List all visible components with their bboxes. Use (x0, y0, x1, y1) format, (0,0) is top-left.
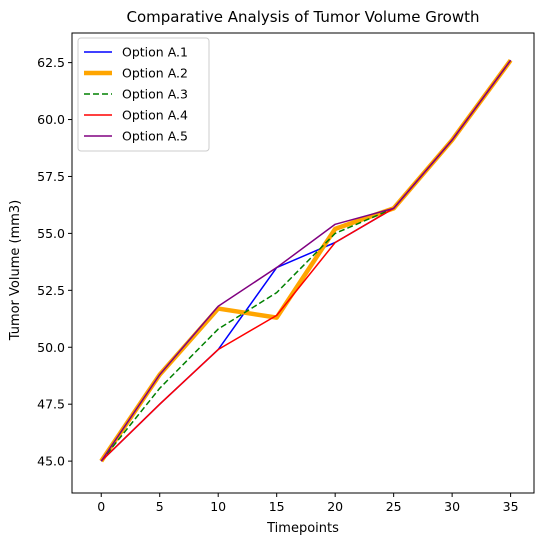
legend: Option A.1 Option A.2 Option A.3 Option A.4… (77, 37, 210, 152)
plot-area (99, 58, 513, 463)
legend-label: Option A.4 (122, 108, 188, 123)
series-line-5 (100, 59, 512, 462)
y-tick-label: 57.5 (37, 169, 65, 184)
y-tick-label: 47.5 (37, 397, 65, 412)
legend-box (77, 37, 210, 152)
axes: 0 5 10 15 20 25 30 35 45.0 47.5 50.0 52.5 55.0 57.5 60… (37, 32, 535, 514)
y-tick-label: 50.0 (37, 340, 65, 355)
y-tick-label: 62.5 (37, 55, 65, 70)
x-tick-label: 25 (386, 499, 402, 514)
x-tick-label: 35 (503, 499, 519, 514)
y-tick-label: 55.0 (37, 226, 65, 241)
chart-title: Comparative Analysis of Tumor Volume Gro… (126, 8, 479, 26)
x-tick-label: 30 (444, 499, 460, 514)
x-tick-label: 10 (210, 499, 226, 514)
y-tick-label: 60.0 (37, 112, 65, 127)
x-tick-label: 0 (97, 499, 105, 514)
legend-label: Option A.2 (122, 66, 188, 81)
x-axis-label: Timepoints (266, 521, 339, 536)
y-tick-label: 45.0 (37, 454, 65, 469)
x-tick-label: 20 (327, 499, 343, 514)
y-axis-label: Tumor Volume (mm3) (8, 200, 23, 342)
x-tick-label: 5 (156, 499, 164, 514)
x-tick-label: 15 (269, 499, 285, 514)
legend-label: Option A.5 (122, 129, 188, 144)
plot-frame (71, 32, 535, 494)
y-tick-label: 52.5 (37, 283, 65, 298)
legend-label: Option A.3 (122, 87, 188, 102)
legend-label: Option A.1 (122, 45, 188, 60)
